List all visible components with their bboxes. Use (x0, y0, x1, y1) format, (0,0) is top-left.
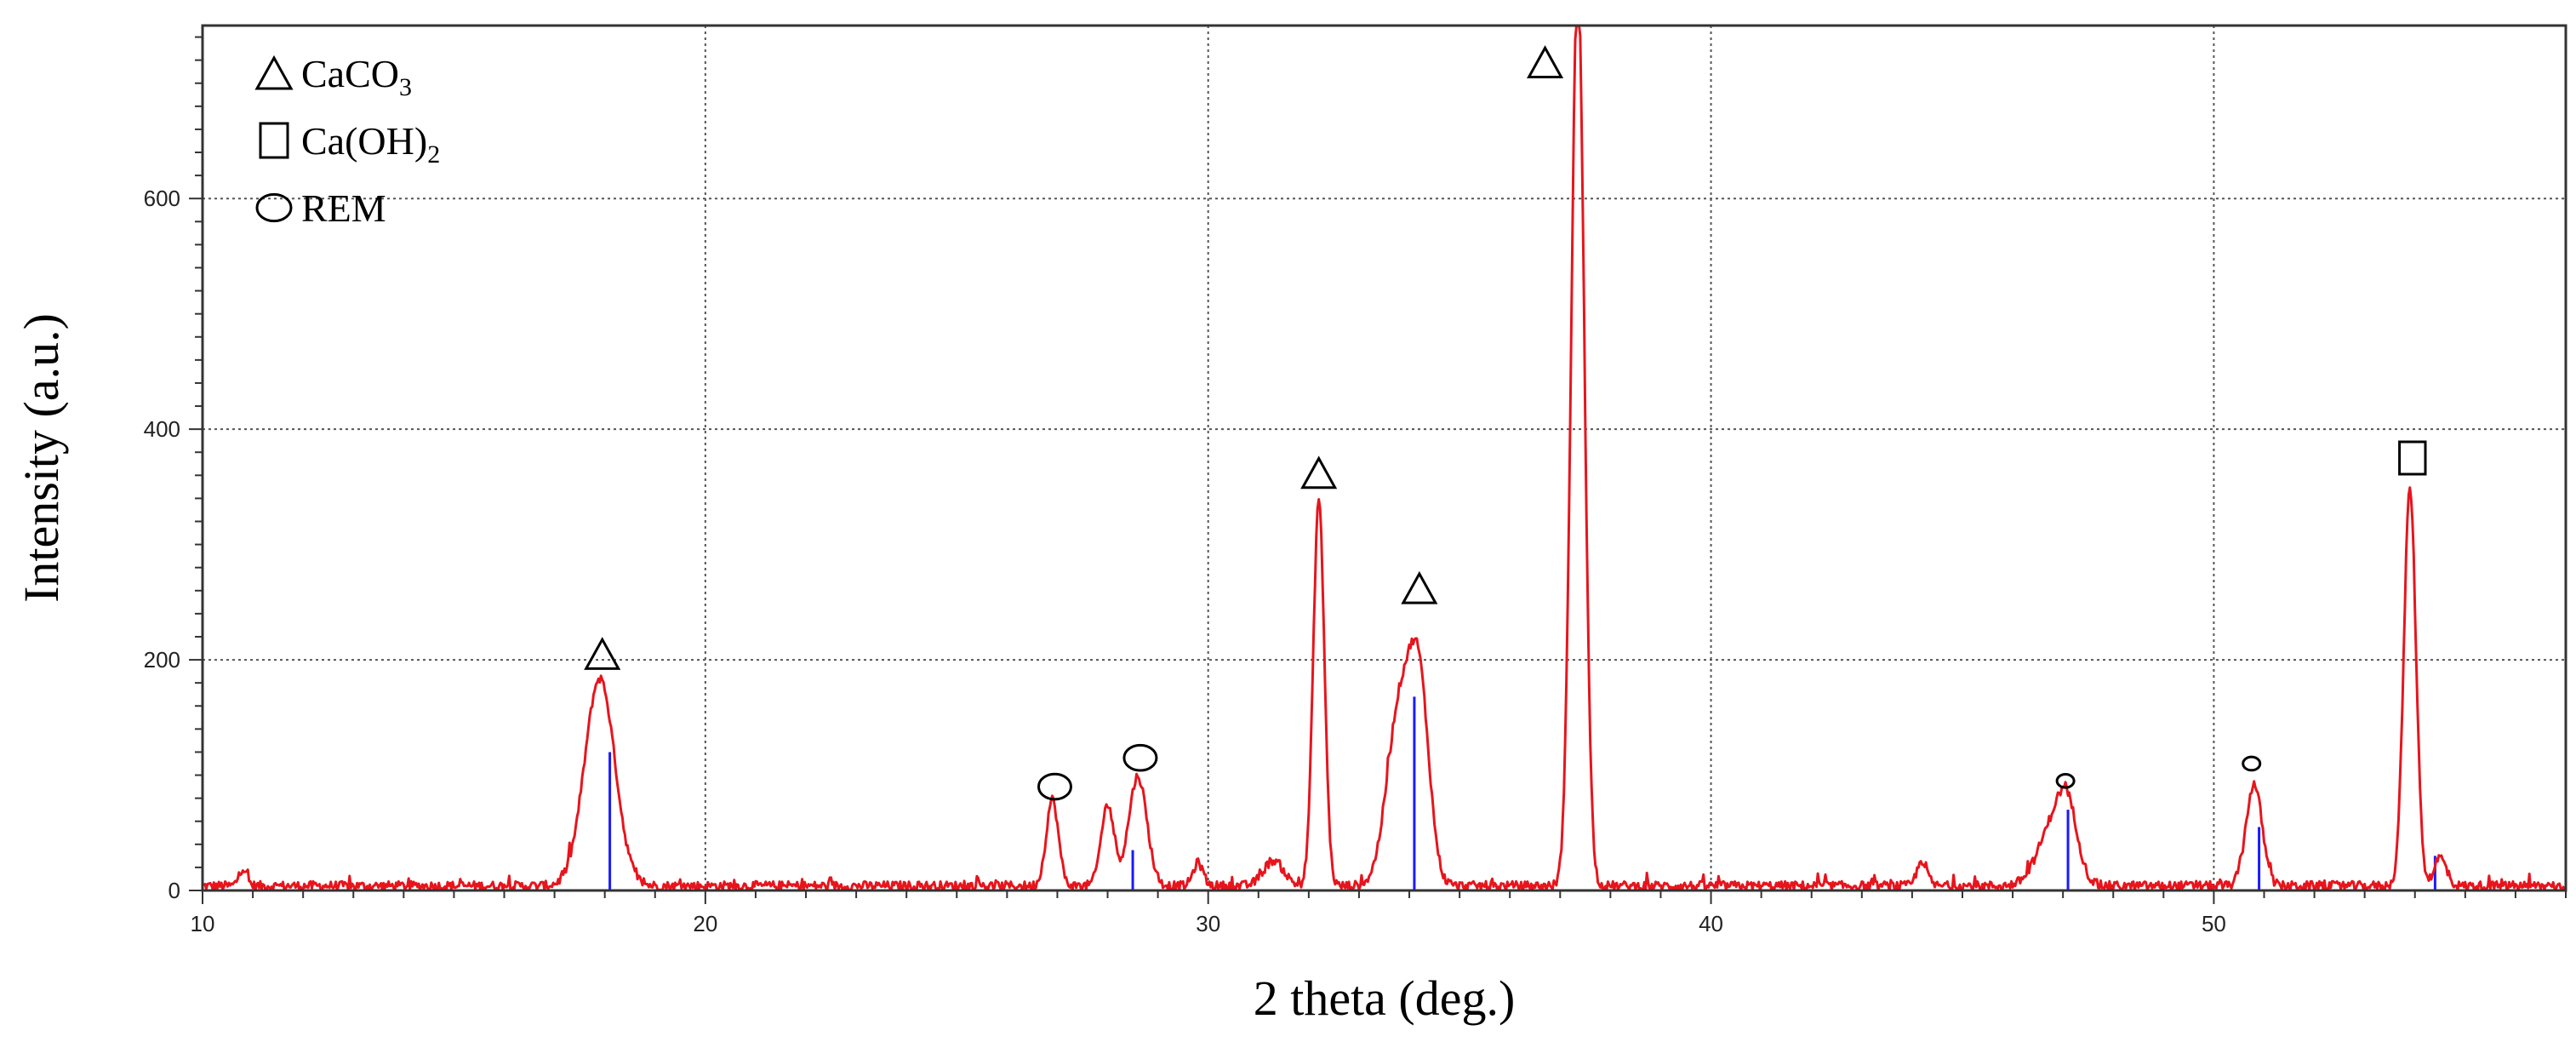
triangle-marker (1401, 570, 1438, 604)
circle-marker (2055, 773, 2076, 789)
x-tick-label: 30 (1196, 911, 1220, 936)
circle-marker (1122, 743, 1158, 772)
x-axis-title: 2 theta (deg.) (1254, 970, 1516, 1026)
x-tick-label: 20 (693, 911, 717, 936)
x-tick-label: 50 (2202, 911, 2226, 936)
triangle-marker (584, 637, 621, 670)
series-line (202, 24, 2567, 892)
legend-label: Ca(OH)2 (301, 119, 440, 169)
legend-circle-symbol (255, 192, 293, 223)
y-tick-label: 200 (144, 647, 180, 673)
peak-markers (584, 45, 2427, 801)
circle-marker (2242, 755, 2262, 772)
square-marker (2398, 440, 2427, 476)
circle-marker (1037, 772, 1072, 801)
legend-square-symbol (259, 122, 289, 159)
y-tick-label: 400 (144, 416, 180, 442)
reference-lines (608, 696, 2436, 890)
x-tick-label: 10 (191, 911, 215, 936)
legend-label: CaCO3 (301, 52, 412, 101)
legend-label: REM (301, 186, 386, 230)
legend-subscript: 3 (399, 73, 412, 101)
triangle-marker (1527, 45, 1564, 78)
grid-lines (203, 26, 2566, 890)
axis-ticks: 10 20 30 40 50 0 200 400 600 (144, 36, 2567, 936)
plot-frame (201, 24, 2567, 892)
legend-subscript: 2 (427, 140, 440, 169)
x-tick-label: 40 (1699, 911, 1723, 936)
legend: CaCO3 Ca(OH)2 REM (254, 52, 440, 230)
y-tick-label: 0 (168, 878, 180, 903)
triangle-marker (1300, 455, 1338, 490)
y-axis-title: Intensity (a.u.) (14, 313, 69, 603)
legend-triangle-symbol (254, 54, 294, 90)
y-tick-label: 600 (144, 186, 180, 211)
